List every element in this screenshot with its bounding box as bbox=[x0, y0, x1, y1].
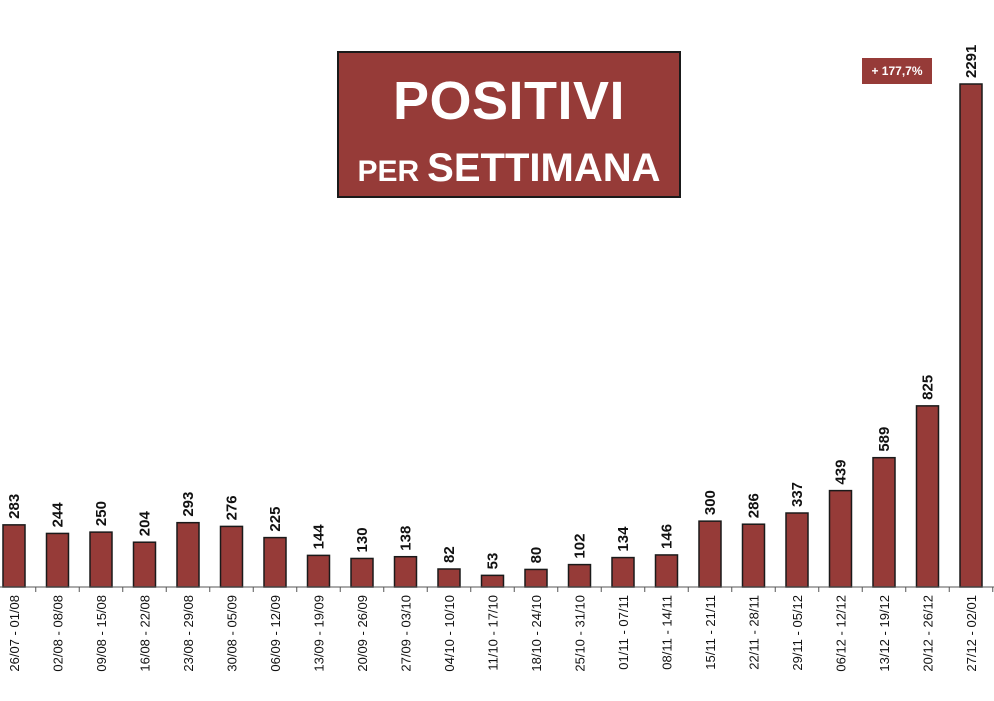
x-category-label-19: 06/12 - 12/12 bbox=[834, 595, 849, 672]
bar-value-label-11: 53 bbox=[485, 553, 502, 570]
bar-1 bbox=[45, 532, 70, 588]
x-category-label-18: 29/11 - 05/12 bbox=[790, 595, 805, 671]
bar-2 bbox=[89, 531, 113, 588]
bar-20 bbox=[872, 456, 896, 588]
bar-8 bbox=[350, 557, 374, 588]
bar-value-label-8: 130 bbox=[354, 527, 371, 552]
bar-value-label-7: 144 bbox=[311, 524, 328, 550]
bar-value-label-22: 2291 bbox=[963, 45, 980, 78]
bar-value-label-3: 204 bbox=[137, 511, 154, 537]
x-category-label-17: 22/11 - 28/11 bbox=[747, 595, 762, 670]
bar-value-label-16: 300 bbox=[702, 490, 719, 515]
x-category-label-14: 01/11 - 07/11 bbox=[616, 595, 631, 670]
bar-value-label-15: 146 bbox=[659, 524, 676, 549]
bar-6 bbox=[263, 536, 287, 588]
bar-14 bbox=[611, 556, 635, 588]
x-category-label-7: 13/09 - 19/09 bbox=[312, 595, 327, 672]
bar-value-label-4: 293 bbox=[180, 492, 197, 517]
bar-value-label-19: 439 bbox=[833, 460, 850, 485]
bar-19 bbox=[828, 489, 853, 588]
bar-9 bbox=[393, 555, 418, 588]
bar-13 bbox=[567, 563, 592, 588]
x-category-label-13: 25/10 - 31/10 bbox=[573, 595, 588, 672]
chart-subtitle-prefix: PER bbox=[357, 155, 420, 188]
bar-0 bbox=[2, 524, 26, 588]
bar-value-label-10: 82 bbox=[441, 546, 458, 563]
x-category-label-9: 27/09 - 03/10 bbox=[399, 595, 414, 672]
x-category-label-12: 18/10 - 24/10 bbox=[529, 595, 544, 672]
growth-annotation-badge: + 177,7% bbox=[862, 58, 932, 84]
x-category-label-16: 15/11 - 21/11 bbox=[703, 595, 718, 670]
x-category-label-2: 09/08 - 15/08 bbox=[94, 595, 109, 672]
x-category-label-4: 23/08 - 29/08 bbox=[181, 595, 196, 672]
bar-16 bbox=[698, 520, 722, 588]
bar-18 bbox=[785, 512, 809, 588]
x-category-label-15: 08/11 - 14/11 bbox=[660, 595, 675, 670]
bar-11 bbox=[480, 574, 505, 588]
bar-value-label-21: 825 bbox=[920, 375, 937, 400]
x-category-label-21: 20/12 - 26/12 bbox=[921, 595, 936, 672]
bar-value-label-20: 589 bbox=[876, 427, 893, 452]
bar-value-label-2: 250 bbox=[93, 501, 110, 526]
chart-title-box: POSITIVI PER SETTIMANA bbox=[337, 51, 681, 198]
bar-4 bbox=[176, 521, 200, 588]
x-category-label-0: 26/07 - 01/08 bbox=[7, 595, 22, 672]
x-axis-ticks bbox=[35, 587, 994, 592]
bar-value-label-17: 286 bbox=[746, 493, 763, 518]
bar-22 bbox=[959, 83, 983, 588]
bar-21 bbox=[915, 405, 940, 588]
bar-value-label-18: 337 bbox=[789, 482, 806, 507]
bar-10 bbox=[437, 568, 461, 588]
value-labels-layer: 283 244 250 204 293 276 225 144 130 138 82 53 80 102 1… bbox=[6, 45, 980, 570]
bar-value-label-13: 102 bbox=[572, 534, 589, 559]
bar-value-label-0: 283 bbox=[6, 494, 23, 519]
bar-value-label-9: 138 bbox=[398, 526, 415, 551]
bar-value-label-6: 225 bbox=[267, 507, 284, 532]
x-category-label-22: 27/12 - 02/01 bbox=[964, 595, 979, 672]
x-category-label-20: 13/12 - 19/12 bbox=[877, 595, 892, 672]
x-category-label-3: 16/08 - 22/08 bbox=[138, 595, 153, 672]
bar-15 bbox=[654, 554, 679, 588]
chart-subtitle: PER SETTIMANA bbox=[339, 145, 679, 200]
bar-5 bbox=[219, 525, 244, 588]
bar-value-label-1: 244 bbox=[50, 502, 67, 528]
bar-3 bbox=[132, 541, 157, 588]
bar-12 bbox=[524, 568, 548, 588]
x-category-label-11: 11/10 - 17/10 bbox=[486, 595, 501, 671]
chart-title: POSITIVI bbox=[392, 71, 626, 131]
bars-layer bbox=[2, 83, 983, 588]
x-category-label-5: 30/08 - 05/09 bbox=[225, 595, 240, 672]
bar-value-label-5: 276 bbox=[224, 495, 241, 520]
bar-7 bbox=[306, 554, 331, 588]
bar-value-label-14: 134 bbox=[615, 526, 632, 552]
bar-value-label-12: 80 bbox=[528, 547, 545, 564]
x-category-label-6: 06/09 - 12/09 bbox=[268, 595, 283, 672]
x-category-label-10: 04/10 - 10/10 bbox=[442, 595, 457, 672]
x-category-label-8: 20/09 - 26/09 bbox=[355, 595, 370, 672]
x-category-label-1: 02/08 - 08/08 bbox=[51, 595, 66, 672]
x-axis-category-labels: 26/07 - 01/08 02/08 - 08/08 09/08 - 15/08 1… bbox=[7, 595, 979, 672]
chart-subtitle-main: SETTIMANA bbox=[427, 146, 661, 190]
bar-17 bbox=[741, 523, 766, 588]
